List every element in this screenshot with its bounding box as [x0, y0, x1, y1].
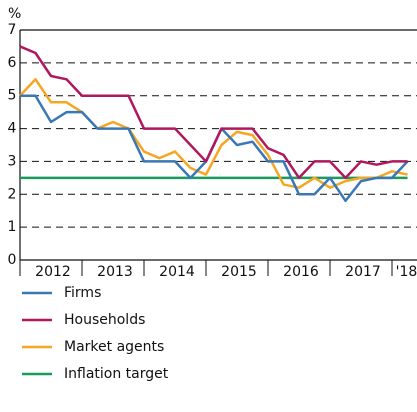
legend-label: Inflation target: [64, 366, 169, 382]
x-tick-label: 2016: [283, 264, 319, 280]
legend-label: Households: [64, 312, 145, 328]
y-tick-label: 7: [8, 22, 17, 38]
y-tick-label: 5: [8, 88, 17, 104]
x-tick-label: 2012: [35, 264, 71, 280]
y-tick-label: 4: [8, 121, 17, 137]
y-axis-label: %: [8, 6, 21, 22]
x-tick-label: 2015: [221, 264, 257, 280]
legend-label: Market agents: [64, 339, 164, 355]
y-tick-label: 2: [8, 186, 17, 202]
x-tick-label: 2014: [159, 264, 195, 280]
y-tick-label: 1: [8, 219, 17, 235]
x-tick-label: '18: [396, 264, 417, 280]
series-line: [19, 45, 408, 180]
series-line: [20, 94, 409, 203]
y-tick-label: 0: [8, 252, 17, 268]
y-tick-label: 6: [8, 55, 17, 71]
legend-label: Firms: [64, 285, 101, 301]
x-tick-label: 2013: [97, 264, 133, 280]
x-tick-label: 2017: [345, 264, 381, 280]
y-tick-label: 3: [8, 153, 17, 169]
